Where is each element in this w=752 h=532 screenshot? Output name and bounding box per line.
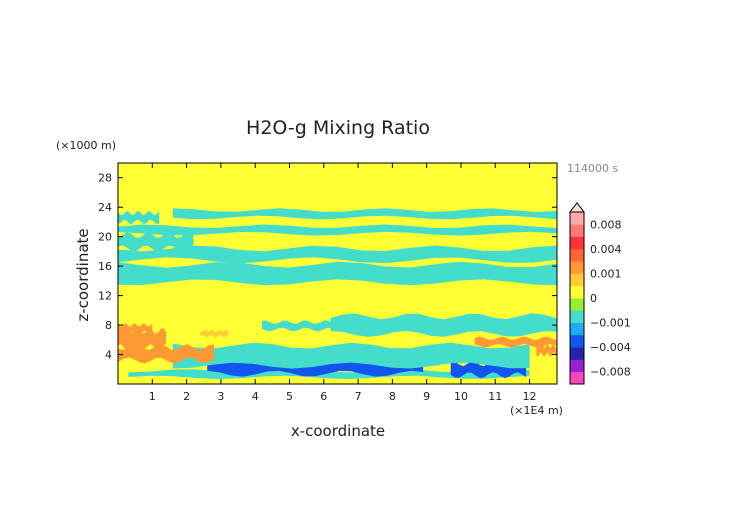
contour-band [118, 328, 166, 351]
colorbar-label: 0 [590, 292, 597, 305]
x-tick-label: 12 [523, 390, 537, 403]
x-tick-label: 6 [320, 390, 327, 403]
contour-band [118, 224, 557, 236]
x-tick-label: 3 [217, 390, 224, 403]
contour-band [118, 232, 194, 252]
colorbar-label: 0.004 [590, 243, 622, 256]
x-tick-label: 4 [252, 390, 259, 403]
colorbar-segment [570, 347, 584, 360]
colorbar-label: −0.001 [590, 317, 631, 330]
x-tick-label: 7 [355, 390, 362, 403]
y-tick-label: 4 [105, 349, 112, 362]
y-unit-label: (×1000 m) [56, 139, 116, 152]
contour-band [118, 245, 557, 264]
colorbar-segment [570, 371, 584, 385]
plot-frame [117, 162, 558, 385]
chart-title: H2O-g Mixing Ratio [246, 117, 430, 139]
colorbar-segment [570, 212, 584, 225]
y-tick-label: 20 [98, 231, 112, 244]
x-tick-label: 8 [389, 390, 396, 403]
y-axis: 4 8 12 16 20 24 28 [98, 172, 557, 362]
contour-band [200, 329, 228, 338]
colorbar-segment [570, 334, 584, 348]
colorbar-segment [570, 359, 584, 373]
contour-band [172, 342, 530, 369]
time-label: 114000 s [567, 162, 618, 175]
x-tick-label: 2 [183, 390, 190, 403]
colorbar-label: −0.004 [590, 341, 631, 354]
y-tick-label: 28 [98, 172, 112, 185]
colorbar-label: −0.008 [590, 366, 631, 379]
colorbar-segment [570, 261, 584, 274]
colorbar-frame [569, 211, 585, 385]
contour-band [118, 261, 557, 286]
colorbar-segment [570, 273, 584, 287]
contour-band [118, 210, 160, 225]
colorbar-segment [570, 310, 584, 323]
contour-band [262, 320, 338, 332]
colorbar-segment [570, 248, 584, 262]
colorbar-segment [570, 285, 584, 299]
contour-bands [118, 208, 557, 384]
x-tick-label: 5 [286, 390, 293, 403]
colorbar-segment [570, 224, 584, 237]
colorbar-segment [570, 236, 584, 250]
contour-band [536, 343, 557, 357]
y-axis-title: z-coordinate [74, 228, 92, 321]
colorbar-label: 0.001 [590, 267, 622, 280]
x-axis: 1 2 3 4 5 6 7 8 9 10 11 12 [149, 163, 537, 403]
contour-band [172, 208, 557, 220]
y-tick-label: 12 [98, 290, 112, 303]
colorbar-extend-arrow [568, 202, 586, 213]
x-tick-label: 1 [149, 390, 156, 403]
colorbar-label: 0.008 [590, 218, 622, 231]
colorbar-segment [570, 322, 584, 336]
y-tick-label: 24 [98, 201, 112, 214]
y-tick-label: 8 [105, 319, 112, 332]
x-unit-label: (×1E4 m) [510, 404, 563, 417]
colorbar-segment [570, 298, 584, 311]
colorbar: 0.008 0.004 0.001 0 −0.001 −0.004 −0.008 [568, 202, 631, 385]
x-tick-label: 10 [454, 390, 468, 403]
y-tick-label: 16 [98, 260, 112, 273]
contour-band [118, 323, 153, 335]
plot-area [117, 162, 558, 385]
x-axis-title: x-coordinate [291, 422, 385, 440]
x-tick-label: 11 [488, 390, 502, 403]
x-tick-label: 9 [423, 390, 430, 403]
contour-band [330, 313, 557, 337]
contour-band [128, 369, 530, 379]
